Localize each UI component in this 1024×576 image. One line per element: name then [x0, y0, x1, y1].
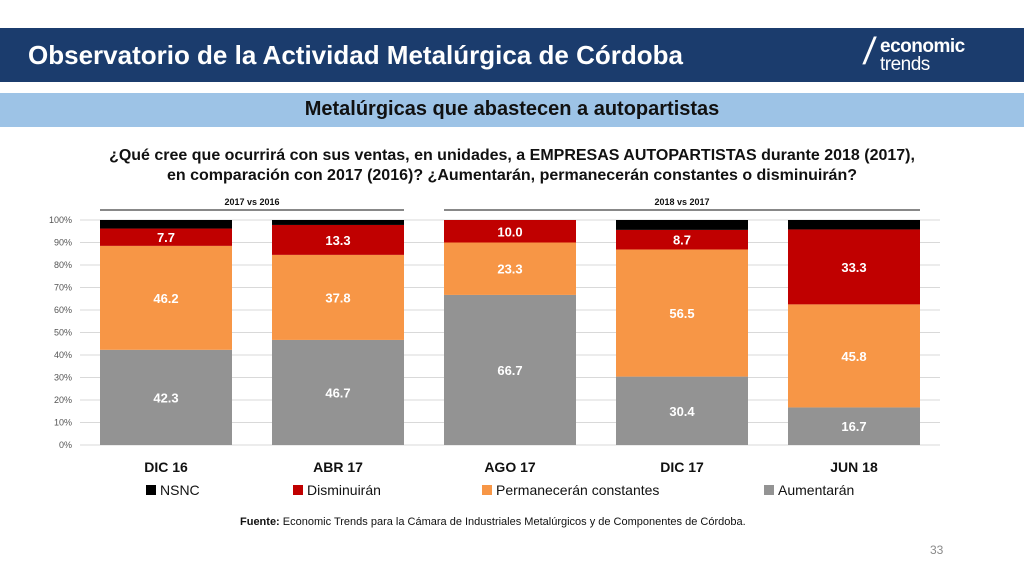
bar-segment — [788, 220, 920, 230]
x-category-label: DIC 16 — [144, 459, 188, 475]
bar-segment — [272, 220, 404, 225]
y-tick-label: 0% — [59, 440, 72, 450]
bar-segment — [788, 304, 920, 408]
data-label: 8.7 — [673, 233, 691, 248]
bar-segment — [272, 254, 404, 340]
legend-label: Permanecerán constantes — [496, 482, 659, 498]
source-text: Economic Trends para la Cámara de Indust… — [279, 516, 746, 528]
data-label: 46.2 — [153, 291, 178, 306]
bar-segment — [788, 407, 920, 445]
legend-label: NSNC — [160, 482, 200, 498]
legend-label: Aumentarán — [778, 482, 854, 498]
page-title: Observatorio de la Actividad Metalúrgica… — [28, 40, 683, 70]
data-label: 23.3 — [497, 262, 522, 277]
data-label: 42.3 — [153, 390, 178, 405]
y-tick-label: 100% — [49, 215, 72, 225]
question-line-2: en comparación con 2017 (2016)? ¿Aumenta… — [167, 167, 857, 184]
logo-text-trends: trends — [880, 54, 930, 75]
y-tick-label: 40% — [54, 350, 72, 360]
logo-text-economic: economic — [880, 36, 965, 57]
data-label: 7.7 — [157, 230, 175, 245]
data-label: 30.4 — [669, 404, 695, 419]
bar-segment — [444, 220, 576, 243]
bar-segment — [444, 242, 576, 295]
bar-segment — [272, 339, 404, 445]
x-category-label: JUN 18 — [830, 459, 878, 475]
section-subtitle: Metalúrgicas que abastecen a autopartist… — [304, 98, 720, 120]
bar-segment — [616, 249, 748, 377]
header-bar: Observatorio de la Actividad Metalúrgica… — [0, 28, 1024, 82]
source-label: Fuente: — [240, 516, 280, 528]
question-line-1: ¿Qué cree que ocurrirá con sus ventas, e… — [109, 147, 915, 164]
data-label: 33.3 — [841, 260, 866, 275]
x-category-label: AGO 17 — [484, 459, 536, 475]
group-label: 2017 vs 2016 — [224, 197, 279, 207]
legend-swatch — [764, 485, 774, 495]
data-label: 66.7 — [497, 363, 522, 378]
bar-segment — [616, 220, 748, 230]
bar-segment — [616, 376, 748, 445]
data-label: 16.7 — [841, 419, 866, 434]
data-label: 45.8 — [841, 349, 866, 364]
bar-segment — [444, 294, 576, 445]
legend-swatch — [146, 485, 156, 495]
subtitle-bar: Metalúrgicas que abastecen a autopartist… — [0, 93, 1024, 127]
y-tick-label: 20% — [54, 395, 72, 405]
bar-segment — [788, 229, 920, 305]
bar-segment — [100, 228, 232, 246]
bar-segment — [100, 220, 232, 229]
legend-label: Disminuirán — [307, 482, 381, 498]
economic-trends-logo: / economic trends — [861, 31, 1014, 77]
x-category-label: ABR 17 — [313, 459, 363, 475]
y-tick-label: 80% — [54, 260, 72, 270]
y-tick-label: 90% — [54, 238, 72, 248]
y-tick-label: 50% — [54, 328, 72, 338]
y-tick-label: 10% — [54, 418, 72, 428]
data-label: 46.7 — [325, 385, 350, 400]
bar-segment — [616, 229, 748, 250]
y-tick-label: 70% — [54, 283, 72, 293]
page-number: 33 — [930, 543, 944, 557]
legend-swatch — [482, 485, 492, 495]
bar-segment — [100, 245, 232, 350]
data-label: 10.0 — [497, 224, 522, 239]
data-label: 13.3 — [325, 233, 350, 248]
stacked-bar-chart: 0% 10% 20% 30% 40% 50% 60% 70% 80% 90% 100% 42.3 46.… — [49, 197, 940, 498]
source-note: Fuente: Economic Trends para la Cámara d… — [240, 516, 746, 528]
data-label: 37.8 — [325, 290, 350, 305]
bar-segment — [272, 224, 404, 255]
legend-swatch — [293, 485, 303, 495]
survey-question: ¿Qué cree que ocurrirá con sus ventas, e… — [40, 146, 984, 186]
x-category-label: DIC 17 — [660, 459, 704, 475]
y-tick-label: 30% — [54, 373, 72, 383]
group-label: 2018 vs 2017 — [654, 197, 709, 207]
data-label: 56.5 — [669, 306, 694, 321]
y-tick-label: 60% — [54, 305, 72, 315]
bar-segment — [100, 349, 232, 445]
